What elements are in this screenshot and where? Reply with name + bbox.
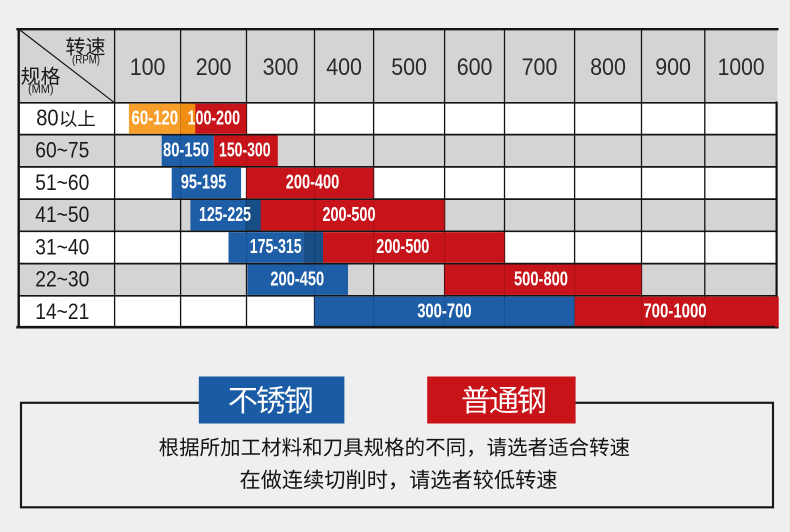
svg-text:14~21: 14~21 [35, 299, 89, 324]
svg-text:51~60: 51~60 [35, 170, 89, 195]
svg-text:31~40: 31~40 [35, 234, 89, 259]
svg-text:150-300: 150-300 [219, 139, 271, 161]
svg-text:700-1000: 700-1000 [643, 301, 706, 323]
svg-text:41~50: 41~50 [35, 202, 89, 227]
svg-text:175-315: 175-315 [250, 236, 302, 258]
svg-text:200-400: 200-400 [286, 172, 340, 194]
svg-text:200-450: 200-450 [270, 268, 324, 290]
svg-text:500-800: 500-800 [514, 268, 568, 290]
svg-text:700: 700 [522, 54, 558, 81]
svg-text:600: 600 [457, 54, 493, 81]
svg-text:200: 200 [196, 54, 232, 81]
svg-text:80: 80 [36, 104, 58, 130]
svg-text:(RPM): (RPM) [72, 54, 100, 67]
svg-text:300-700: 300-700 [417, 301, 471, 323]
svg-text:95-195: 95-195 [181, 172, 227, 194]
svg-text:100: 100 [130, 54, 166, 81]
svg-text:1000: 1000 [718, 54, 765, 81]
svg-text:(MM): (MM) [28, 84, 54, 96]
svg-text:400: 400 [326, 54, 362, 81]
svg-text:800: 800 [590, 54, 626, 81]
svg-text:200-500: 200-500 [376, 236, 429, 258]
svg-text:500: 500 [391, 54, 427, 81]
svg-text:80-150: 80-150 [163, 139, 209, 161]
svg-text:200-500: 200-500 [323, 204, 376, 226]
svg-text:900: 900 [655, 54, 691, 81]
svg-text:300: 300 [263, 54, 299, 81]
svg-text:125-225: 125-225 [199, 204, 251, 226]
svg-text:100-200: 100-200 [188, 107, 241, 129]
svg-text:60-120: 60-120 [132, 107, 179, 129]
svg-text:22~30: 22~30 [35, 267, 89, 292]
svg-text:60~75: 60~75 [35, 138, 89, 163]
